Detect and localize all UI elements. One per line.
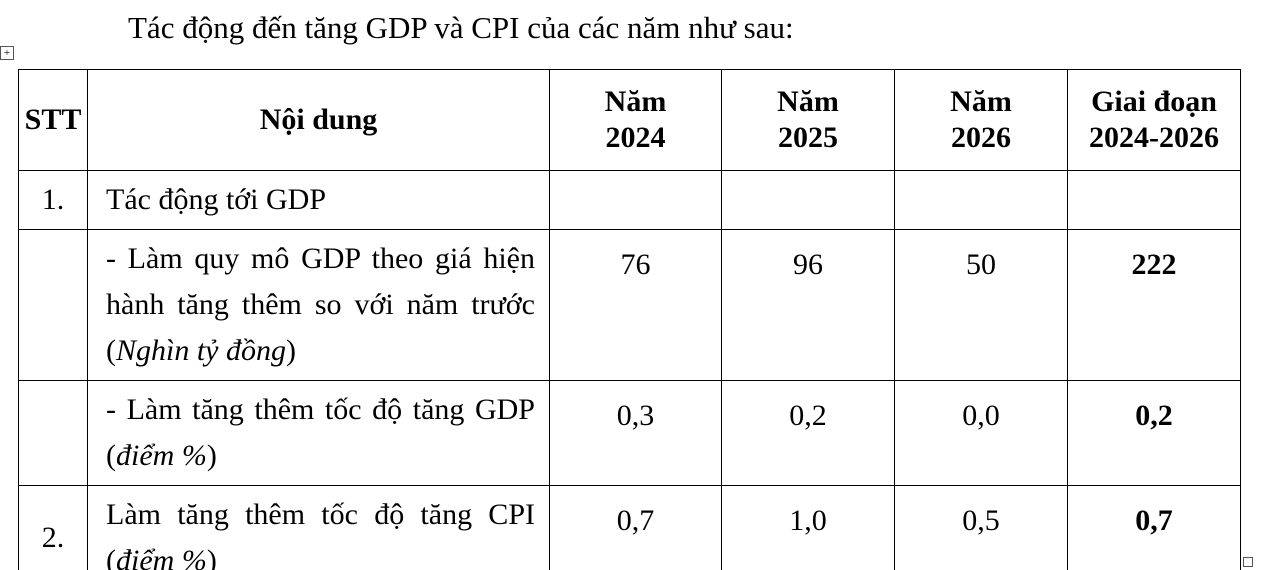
content-cell: Tác động tới GDP <box>87 170 550 230</box>
data-table: STT Nội dung Năm 2024 Năm 2025 Năm 2026 Giai … <box>18 69 1241 570</box>
stt-cell <box>18 380 88 486</box>
content-text: Làm tăng thêm tốc độ tăng CPI ( <box>106 498 535 570</box>
value-cell: 0,0 <box>894 380 1068 486</box>
table-row: 1. Tác động tới GDP <box>18 170 1241 230</box>
header-cell: Năm 2024 <box>549 69 722 171</box>
content-text: - Làm tăng thêm tốc độ tăng GDP ( <box>106 393 535 472</box>
value-cell: 1,0 <box>721 485 895 570</box>
value-cell: 0,2 <box>721 380 895 486</box>
header-cell: Nội dung <box>87 69 550 171</box>
table-row: - Làm tăng thêm tốc độ tăng GDP (điểm %)… <box>18 380 1241 486</box>
value-cell <box>894 170 1068 230</box>
header-cell: Giai đoạn 2024-2026 <box>1067 69 1241 171</box>
content-cell: - Làm tăng thêm tốc độ tăng GDP (điểm %) <box>87 380 550 486</box>
value-cell: 0,7 <box>549 485 722 570</box>
stt-cell: 2. <box>18 485 88 570</box>
value-cell: 0,3 <box>549 380 722 486</box>
header-cell: Năm 2025 <box>721 69 895 171</box>
value-cell: 0,7 <box>1067 485 1241 570</box>
table-row: - Làm quy mô GDP theo giá hiện hành tăng… <box>18 229 1241 381</box>
header-row: STT Nội dung Năm 2024 Năm 2025 Năm 2026 Giai … <box>18 69 1241 171</box>
value-cell: 0,5 <box>894 485 1068 570</box>
value-cell: 96 <box>721 229 895 381</box>
value-cell <box>721 170 895 230</box>
content-text: Nghìn tỷ đồng <box>116 334 286 367</box>
move-handle[interactable]: + <box>0 46 14 60</box>
value-cell: 50 <box>894 229 1068 381</box>
value-cell: 222 <box>1067 229 1241 381</box>
content-text: ) <box>286 334 296 367</box>
value-cell <box>1067 170 1241 230</box>
content-text: điểm % <box>116 544 207 570</box>
value-cell: 76 <box>549 229 722 381</box>
value-cell: 0,2 <box>1067 380 1241 486</box>
content-text: ) <box>206 439 217 472</box>
content-text: Tác động tới GDP <box>106 183 327 216</box>
table-row: 2. Làm tăng thêm tốc độ tăng CPI (điểm %)… <box>18 485 1241 570</box>
content-text: điểm % <box>116 439 207 472</box>
stt-cell: 1. <box>18 170 88 230</box>
content-text: ) <box>206 544 217 570</box>
heading: Tác động đến tăng GDP và CPI của các năm… <box>128 10 794 45</box>
stt-cell <box>18 229 88 381</box>
resize-handle[interactable] <box>1243 557 1253 567</box>
content-text: - Làm quy mô GDP theo giá hiện hành tăng… <box>106 242 535 367</box>
content-cell: - Làm quy mô GDP theo giá hiện hành tăng… <box>87 229 550 381</box>
header-cell: STT <box>18 69 88 171</box>
value-cell <box>549 170 722 230</box>
header-cell: Năm 2026 <box>894 69 1068 171</box>
content-cell: Làm tăng thêm tốc độ tăng CPI (điểm %) <box>87 485 550 570</box>
